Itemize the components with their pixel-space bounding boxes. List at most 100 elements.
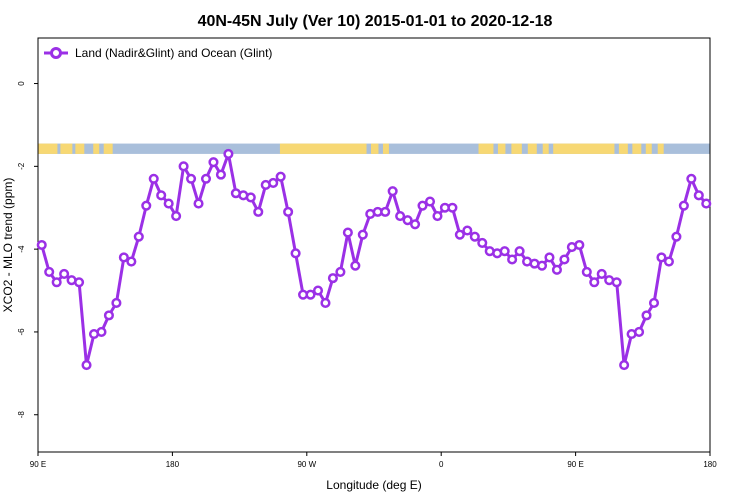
data-point [186,173,197,184]
land-ocean-band [38,143,710,154]
data-point [469,231,480,242]
data-point [118,252,129,263]
data-point [111,297,122,309]
data-point [477,237,488,248]
x-axis: 90 E 180 90 W 0 90 E 180 [30,452,717,469]
data-point [59,268,70,280]
data-point [178,161,189,172]
data-point [424,196,436,207]
x-tick-label: 90 E [567,460,583,469]
data-point [693,190,704,201]
chart-title: 40N-45N July (Ver 10) 2015-01-01 to 2020… [198,13,553,30]
data-point [133,231,144,242]
data-point [387,186,398,197]
data-point [447,202,458,213]
data-point [663,256,674,267]
data-point [514,246,525,257]
data-point [395,210,406,222]
data-point [671,231,682,242]
data-point [634,326,645,337]
data-point [641,310,652,321]
data-point [44,266,55,277]
data-point [551,264,562,275]
land-segment [478,143,494,154]
data-point [74,277,85,288]
data-point [462,225,473,236]
plot-frame [37,37,711,453]
data-point [312,285,324,296]
data-point [559,254,570,265]
data-point [200,173,212,184]
data-point [141,200,152,211]
land-segment [657,143,664,154]
y-tick-label: -6 [17,328,26,336]
data-point [499,246,510,257]
data-point [536,260,548,271]
data-point [380,206,391,217]
land-segment [75,143,85,154]
data-point [96,326,107,337]
y-axis-label: XCO2 - MLO trend (ppm) [1,178,15,313]
data-point [611,277,622,288]
data-point [283,206,294,217]
x-axis-label: Longitude (deg E) [326,478,421,492]
x-tick-label: 0 [439,460,444,469]
data-point [410,219,421,230]
data-point [208,157,219,168]
data-point [507,254,518,265]
land-segment [553,143,615,154]
data-point [148,173,159,184]
data-point [320,297,331,309]
land-segment [511,143,522,154]
data-point [596,268,607,280]
data-point [402,215,413,226]
data-point [163,198,174,209]
data-point [253,206,264,217]
data-point [193,198,204,209]
y-tick-label: -2 [17,162,26,170]
data-point [432,210,443,222]
y-tick-label: 0 [17,81,26,86]
x-tick-label: 90 E [30,460,46,469]
land-segment [279,143,367,154]
data-point [223,148,234,159]
land-segment [497,143,506,154]
data-point [417,200,428,211]
data-point [686,173,697,184]
land-segment [618,143,628,154]
x-tick-label: 90 W [297,460,316,469]
data-point [245,192,256,203]
data-point [342,227,353,238]
y-tick-label: -8 [17,411,26,419]
land-segment [645,143,652,154]
land-segment [60,143,73,154]
data-point [544,252,555,263]
data-point [357,229,368,240]
land-segment [542,143,549,154]
data-point [656,252,667,263]
data-point [36,239,47,251]
x-tick-label: 180 [166,460,180,469]
land-segment [527,143,537,154]
data-point [701,198,712,209]
data-point [290,248,301,259]
y-axis: 0 -2 -4 -6 -8 [17,81,38,419]
land-segment [632,143,642,154]
data-point [275,171,286,182]
data-point [589,277,600,288]
legend-marker-swatch [50,47,62,59]
data-point [81,360,92,371]
legend: Land (Nadir&Glint) and Ocean (Glint) [44,46,272,60]
land-segment [38,143,58,154]
data-point [678,200,689,211]
data-point [327,273,338,284]
legend-label: Land (Nadir&Glint) and Ocean (Glint) [75,46,272,60]
series-layer [36,148,712,371]
data-point [268,177,279,188]
data-point [648,297,660,309]
land-segment [371,143,379,154]
land-segment [103,143,113,154]
x-tick-label: 180 [703,460,717,469]
data-point [171,210,182,222]
